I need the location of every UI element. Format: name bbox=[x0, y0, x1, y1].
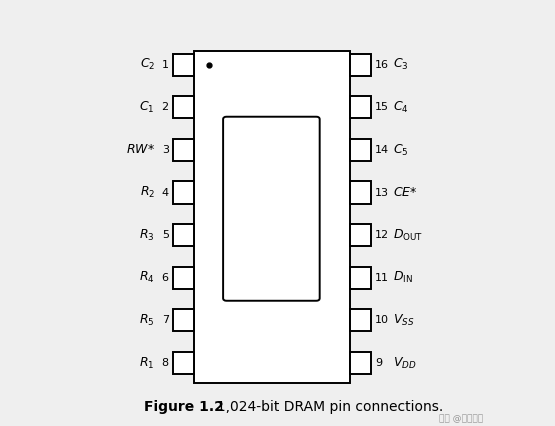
Bar bbox=[350, 96, 371, 118]
Bar bbox=[350, 352, 371, 374]
Text: $\mathit{C}_{4}$: $\mathit{C}_{4}$ bbox=[393, 100, 408, 115]
Text: Figure 1.2: Figure 1.2 bbox=[144, 400, 224, 414]
Text: $\mathit{R}_{4}$: $\mathit{R}_{4}$ bbox=[139, 270, 155, 285]
Text: 3: 3 bbox=[162, 145, 169, 155]
Text: 12: 12 bbox=[375, 230, 389, 240]
Bar bbox=[350, 309, 371, 331]
Text: 9: 9 bbox=[375, 358, 382, 368]
Text: 7: 7 bbox=[162, 315, 169, 325]
Bar bbox=[350, 181, 371, 204]
Bar bbox=[194, 51, 350, 383]
Text: $\mathit{C}_{3}$: $\mathit{C}_{3}$ bbox=[393, 57, 408, 72]
Text: 16: 16 bbox=[375, 60, 389, 70]
Text: $\mathit{R}_{1}$: $\mathit{R}_{1}$ bbox=[139, 355, 155, 371]
Text: $\mathit{R}_{3}$: $\mathit{R}_{3}$ bbox=[139, 227, 155, 243]
Bar bbox=[350, 267, 371, 289]
Text: 13: 13 bbox=[375, 187, 389, 198]
Text: 15: 15 bbox=[375, 102, 389, 112]
Text: $\mathit{D}_{\mathrm{IN}}$: $\mathit{D}_{\mathrm{IN}}$ bbox=[393, 270, 413, 285]
FancyBboxPatch shape bbox=[223, 117, 320, 301]
Text: $\mathit{D}_{\mathrm{OUT}}$: $\mathit{D}_{\mathrm{OUT}}$ bbox=[393, 227, 423, 243]
Text: $\mathit{C}_{2}$: $\mathit{C}_{2}$ bbox=[139, 57, 155, 72]
Bar bbox=[173, 181, 194, 204]
Bar bbox=[350, 54, 371, 76]
Text: 知乎 @南风轻拂: 知乎 @南风轻拂 bbox=[438, 414, 483, 423]
Text: $\mathit{R}_{5}$: $\mathit{R}_{5}$ bbox=[139, 313, 155, 328]
Text: $\mathit{V}_{DD}$: $\mathit{V}_{DD}$ bbox=[393, 355, 417, 371]
Text: 1,024-bit DRAM pin connections.: 1,024-bit DRAM pin connections. bbox=[208, 400, 443, 414]
Text: 6: 6 bbox=[162, 273, 169, 283]
Text: 2: 2 bbox=[162, 102, 169, 112]
Text: 8: 8 bbox=[162, 358, 169, 368]
Bar bbox=[173, 352, 194, 374]
Bar bbox=[173, 139, 194, 161]
Text: 4: 4 bbox=[162, 187, 169, 198]
Bar bbox=[173, 54, 194, 76]
Text: $\mathit{C}_{1}$: $\mathit{C}_{1}$ bbox=[139, 100, 155, 115]
Bar bbox=[173, 267, 194, 289]
Text: 11: 11 bbox=[375, 273, 389, 283]
Bar bbox=[173, 96, 194, 118]
Text: $\mathit{R}_{2}$: $\mathit{R}_{2}$ bbox=[139, 185, 155, 200]
Text: $\mathit{RW}$*: $\mathit{RW}$* bbox=[126, 144, 155, 156]
Bar bbox=[350, 224, 371, 246]
Text: 1: 1 bbox=[162, 60, 169, 70]
Text: 5: 5 bbox=[162, 230, 169, 240]
Text: 14: 14 bbox=[375, 145, 389, 155]
Text: 10: 10 bbox=[375, 315, 389, 325]
Text: $\mathit{C}_{5}$: $\mathit{C}_{5}$ bbox=[393, 142, 408, 158]
Bar bbox=[173, 309, 194, 331]
Text: $\mathit{CE}$*: $\mathit{CE}$* bbox=[393, 186, 417, 199]
Bar bbox=[173, 224, 194, 246]
Text: $\mathit{V}_{SS}$: $\mathit{V}_{SS}$ bbox=[393, 313, 415, 328]
Bar bbox=[350, 139, 371, 161]
